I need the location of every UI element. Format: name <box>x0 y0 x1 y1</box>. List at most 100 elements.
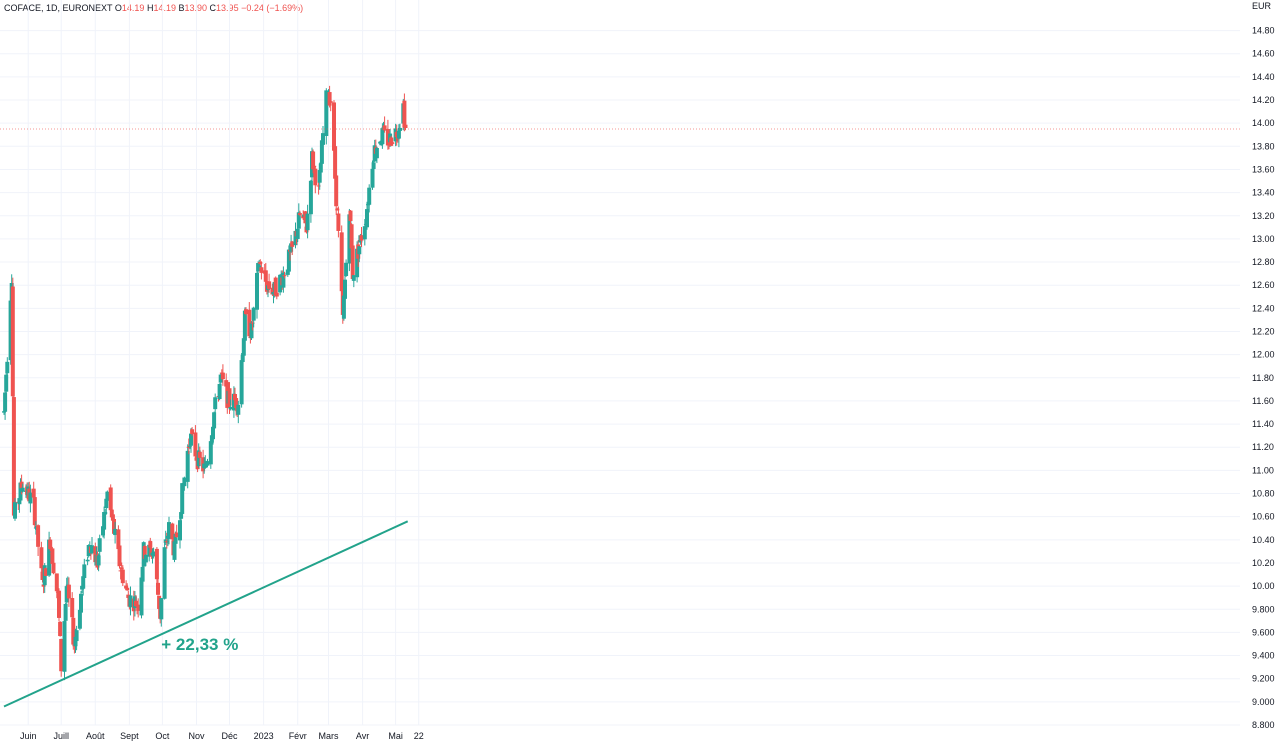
date-tick-label: Mai <box>388 731 403 741</box>
candle-up <box>13 502 17 519</box>
price-tick-label: 13.20 <box>1252 211 1275 221</box>
date-tick-label: Nov <box>188 731 205 741</box>
price-tick-label: 9.200 <box>1252 674 1275 684</box>
candle-up <box>163 539 168 543</box>
candle-up <box>217 383 222 400</box>
candle-down <box>71 617 76 645</box>
candle-down <box>126 594 131 598</box>
candle-up <box>325 94 330 96</box>
price-tick-label: 11.80 <box>1252 373 1274 383</box>
price-axis[interactable]: EUR 8.800 9.000 9.200 9.400 9.600 9.800 10.00 1… <box>1252 1 1275 730</box>
candle-up <box>74 630 79 642</box>
candle-up <box>317 170 322 183</box>
candle-up <box>77 609 82 629</box>
candle-up <box>5 361 10 374</box>
candle-down <box>119 567 124 570</box>
candle-up <box>167 522 171 539</box>
candle-up <box>104 498 109 509</box>
candle-down <box>234 398 239 409</box>
date-tick-label: Avr <box>356 731 369 741</box>
candle-down <box>93 546 98 563</box>
candle-down <box>334 175 339 207</box>
candle-down <box>40 571 45 581</box>
date-tick-label: Août <box>86 731 105 741</box>
candle-up <box>240 354 245 363</box>
candle-down <box>116 529 121 550</box>
price-tick-label: 10.00 <box>1252 581 1275 591</box>
trend-line[interactable] <box>3 520 409 708</box>
price-tick-label: 14.60 <box>1252 49 1275 59</box>
price-tick-label: 8.800 <box>1252 720 1275 730</box>
price-tick-label: 13.60 <box>1252 164 1275 174</box>
candle-up <box>128 595 133 608</box>
candle-up <box>73 636 78 647</box>
candle-down <box>193 432 198 457</box>
candle-up <box>172 541 177 560</box>
candle-up <box>293 230 298 246</box>
candle-down <box>290 241 295 247</box>
candle-down <box>359 235 364 241</box>
time-axis[interactable]: Juin Juill Août Sept Oct Nov Déc 2023 Févr Mars Av… <box>20 731 424 741</box>
candle-up <box>17 498 22 505</box>
candle-down <box>164 541 169 543</box>
candle-up <box>367 187 372 205</box>
candle-down <box>157 595 162 609</box>
candle-up <box>271 292 276 295</box>
price-tick-label: 12.00 <box>1252 350 1275 360</box>
candle-up <box>87 545 92 547</box>
candle-down <box>263 270 268 282</box>
candle-up <box>101 526 105 536</box>
close-label: C <box>209 3 217 13</box>
candle-down <box>259 267 264 273</box>
price-tick-label: 11.40 <box>1252 419 1274 429</box>
open-label: O <box>114 3 122 13</box>
candle-up <box>321 133 325 145</box>
candle-down <box>190 429 195 435</box>
candle-down <box>336 213 341 231</box>
candle-up <box>143 554 148 563</box>
candle-down <box>108 487 113 511</box>
candle-up <box>218 374 223 383</box>
grid <box>0 0 1240 726</box>
candle-down <box>19 481 24 489</box>
candle-up <box>28 492 33 504</box>
price-tick-label: 11.00 <box>1252 465 1274 475</box>
candle-up <box>371 162 376 169</box>
candle-up <box>380 128 385 145</box>
candle-up <box>285 269 290 275</box>
candle-up <box>343 279 347 299</box>
price-tick-label: 14.20 <box>1252 95 1275 105</box>
candle-up <box>4 374 9 392</box>
candle-down <box>186 446 191 449</box>
candle-down <box>403 124 408 128</box>
candle-up <box>185 450 190 482</box>
candle-up <box>2 411 6 413</box>
candle-down <box>148 541 153 548</box>
candle-down <box>57 590 61 618</box>
date-tick-label: Sept <box>120 731 139 741</box>
candle-down <box>270 287 275 295</box>
candle-down <box>382 125 387 131</box>
candle-up <box>242 310 247 341</box>
candle-down <box>267 281 272 289</box>
candle-up <box>279 275 284 277</box>
high-value: 14.19 <box>153 3 176 13</box>
candle-down <box>328 101 333 103</box>
candle-up <box>96 555 101 566</box>
candle-up <box>182 477 187 487</box>
candle-down <box>48 539 53 550</box>
candle-down <box>350 245 355 279</box>
candle-up <box>180 483 185 514</box>
candle-down <box>10 286 15 397</box>
price-tick-label: 9.600 <box>1252 627 1275 637</box>
candle-up <box>189 433 193 446</box>
candle-up <box>228 406 233 410</box>
candle-up <box>319 140 324 164</box>
candle-up <box>286 249 291 272</box>
candle-up <box>239 360 244 405</box>
price-tick-label: 11.20 <box>1252 442 1274 452</box>
candle-up <box>205 461 210 466</box>
price-tick-label: 14.00 <box>1252 118 1275 128</box>
candle-up <box>3 392 8 412</box>
